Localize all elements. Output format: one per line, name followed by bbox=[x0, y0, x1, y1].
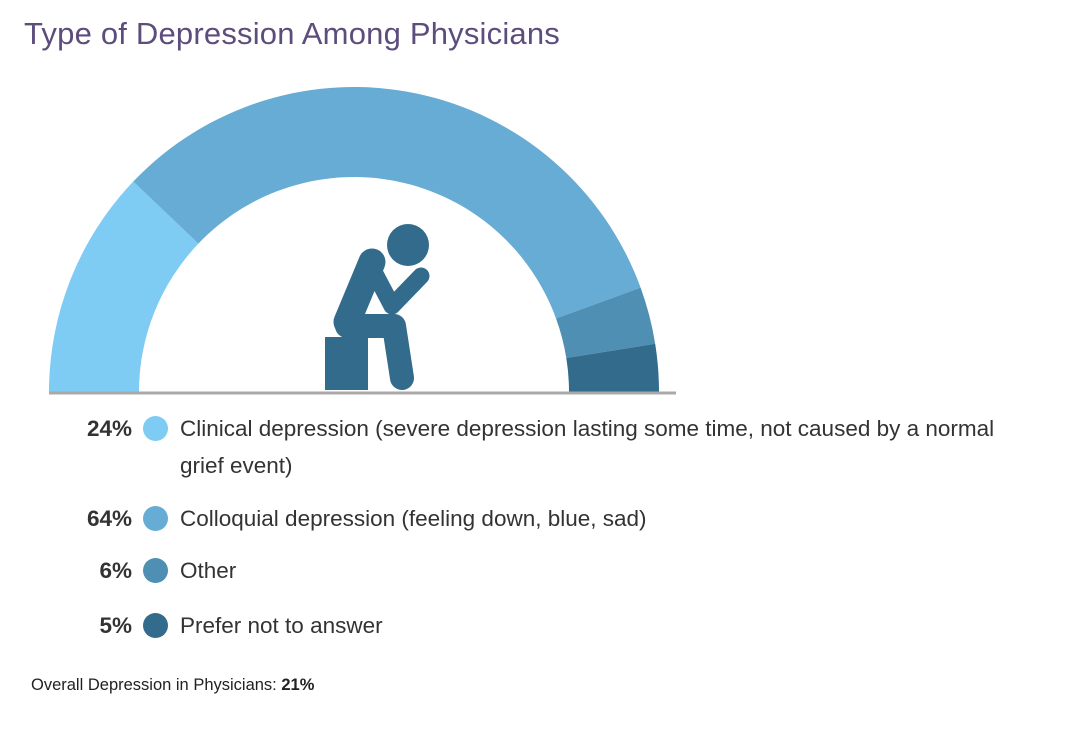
legend-swatch bbox=[143, 613, 168, 638]
legend-swatch bbox=[143, 558, 168, 583]
legend-value: 6% bbox=[99, 558, 132, 583]
overall-depression-note: Overall Depression in Physicians: 21% bbox=[31, 676, 314, 695]
donut-segment bbox=[556, 287, 656, 359]
legend-swatch bbox=[143, 416, 168, 441]
half-donut-chart bbox=[49, 86, 676, 395]
donut-segment bbox=[49, 181, 199, 392]
legend-label: Other bbox=[180, 558, 237, 583]
legend-label: Prefer not to answer bbox=[180, 613, 383, 638]
legend-label: Clinical depression (severe depression l… bbox=[180, 416, 995, 478]
legend-value: 64% bbox=[86, 506, 132, 531]
donut-segment bbox=[566, 343, 659, 392]
legend-swatch bbox=[143, 506, 168, 531]
legend-label: Colloquial depression (feeling down, blu… bbox=[180, 506, 647, 531]
legend-value: 24% bbox=[86, 416, 132, 441]
footer-label: Overall Depression in Physicians: bbox=[31, 676, 277, 694]
donut-segment bbox=[133, 86, 641, 319]
legend-value: 5% bbox=[99, 613, 132, 638]
footer-value: 21% bbox=[281, 676, 315, 694]
chart-title: Type of Depression Among Physicians bbox=[24, 16, 560, 51]
sad-person-sitting-icon bbox=[325, 224, 430, 390]
